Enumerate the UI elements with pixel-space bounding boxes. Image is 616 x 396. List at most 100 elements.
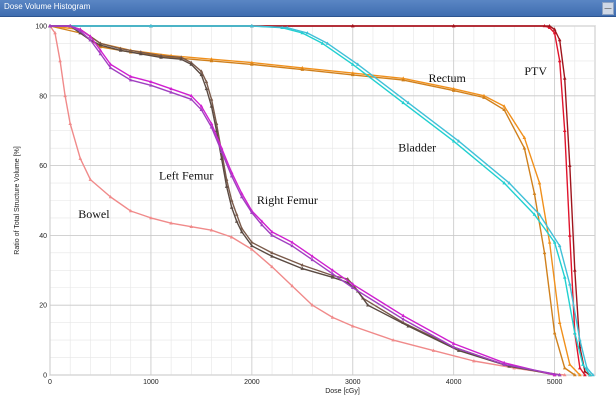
x-axis-label: Dose [cGy] bbox=[325, 388, 360, 395]
data-point bbox=[350, 285, 355, 290]
data-point bbox=[522, 146, 527, 150]
data-point bbox=[401, 317, 406, 321]
series-line bbox=[50, 25, 555, 376]
data-point bbox=[270, 233, 274, 237]
data-point bbox=[350, 324, 355, 328]
data-point bbox=[482, 93, 486, 98]
data-point bbox=[567, 163, 572, 167]
data-point bbox=[578, 338, 582, 342]
data-point bbox=[250, 247, 254, 251]
x-tick-label: 5000 bbox=[547, 379, 563, 386]
data-point bbox=[585, 366, 589, 370]
data-point bbox=[562, 366, 567, 370]
data-point bbox=[199, 69, 204, 73]
series-line bbox=[50, 25, 555, 376]
y-tick-label: 20 bbox=[39, 303, 47, 310]
window-title: Dose Volume Histogram bbox=[4, 2, 91, 11]
data-point bbox=[209, 58, 214, 63]
data-point bbox=[239, 229, 244, 234]
data-point bbox=[260, 219, 264, 223]
data-point bbox=[63, 93, 67, 98]
data-point bbox=[229, 235, 234, 239]
data-point bbox=[68, 24, 72, 28]
data-point bbox=[356, 62, 360, 66]
data-point bbox=[199, 107, 204, 112]
data-point bbox=[78, 30, 83, 35]
data-point bbox=[451, 24, 456, 28]
data-point bbox=[325, 41, 330, 45]
data-point bbox=[199, 104, 204, 108]
y-axis-label: Ratio of Total Structure Volume [%] bbox=[14, 146, 21, 254]
data-point bbox=[366, 303, 370, 307]
data-point bbox=[189, 93, 194, 98]
data-point bbox=[209, 104, 214, 108]
x-tick-label: 1000 bbox=[143, 379, 159, 386]
data-point bbox=[290, 243, 295, 248]
data-point bbox=[270, 229, 274, 234]
data-point bbox=[209, 97, 214, 101]
data-point bbox=[300, 266, 305, 270]
data-point bbox=[98, 48, 103, 52]
data-point bbox=[214, 128, 219, 132]
data-point bbox=[260, 222, 264, 227]
window-control-button[interactable]: — bbox=[602, 2, 614, 15]
data-point bbox=[406, 324, 411, 328]
series-line bbox=[50, 25, 594, 376]
data-point bbox=[290, 240, 295, 244]
series-annotation: Bowel bbox=[78, 207, 110, 221]
data-point bbox=[406, 100, 411, 105]
data-point bbox=[456, 348, 461, 352]
data-point bbox=[128, 74, 133, 78]
data-point bbox=[270, 254, 274, 258]
data-point bbox=[108, 195, 113, 199]
data-point bbox=[502, 362, 506, 366]
data-point bbox=[557, 373, 562, 377]
data-point bbox=[189, 97, 194, 101]
data-point bbox=[502, 360, 506, 365]
data-point bbox=[542, 250, 547, 255]
data-point bbox=[588, 373, 592, 377]
data-point bbox=[502, 181, 506, 185]
y-tick-label: 100 bbox=[35, 24, 47, 31]
data-point bbox=[189, 60, 194, 64]
data-point bbox=[451, 86, 456, 91]
data-point bbox=[88, 177, 93, 181]
data-point bbox=[209, 57, 214, 61]
data-point bbox=[234, 219, 239, 223]
data-point bbox=[547, 25, 552, 30]
data-point bbox=[330, 273, 335, 277]
data-point bbox=[583, 373, 587, 377]
data-point bbox=[320, 41, 325, 45]
data-point bbox=[98, 44, 103, 49]
data-point bbox=[502, 104, 506, 108]
series-line bbox=[50, 25, 560, 376]
series-annotation: Left Femur bbox=[159, 169, 213, 183]
data-point bbox=[330, 275, 335, 279]
x-tick-label: 4000 bbox=[446, 379, 462, 386]
data-point bbox=[270, 250, 274, 255]
data-point bbox=[250, 243, 254, 248]
data-point bbox=[557, 320, 562, 324]
data-point bbox=[270, 264, 274, 269]
data-point bbox=[472, 359, 476, 363]
data-point bbox=[578, 373, 582, 377]
data-point bbox=[456, 139, 461, 143]
data-point bbox=[98, 51, 103, 56]
data-point bbox=[88, 37, 93, 42]
data-point bbox=[169, 86, 173, 91]
data-point bbox=[250, 240, 254, 244]
series-annotation: Right Femur bbox=[257, 193, 318, 207]
data-point bbox=[482, 95, 486, 99]
data-point bbox=[290, 284, 295, 288]
data-point bbox=[583, 369, 587, 373]
data-point bbox=[567, 282, 572, 286]
data-point bbox=[209, 121, 214, 126]
data-point bbox=[48, 24, 52, 28]
data-point bbox=[581, 362, 585, 366]
data-point bbox=[557, 37, 562, 42]
data-point bbox=[547, 24, 552, 28]
data-point bbox=[573, 268, 577, 272]
data-point bbox=[118, 48, 123, 52]
data-point bbox=[401, 313, 406, 317]
y-tick-label: 0 bbox=[43, 373, 47, 380]
